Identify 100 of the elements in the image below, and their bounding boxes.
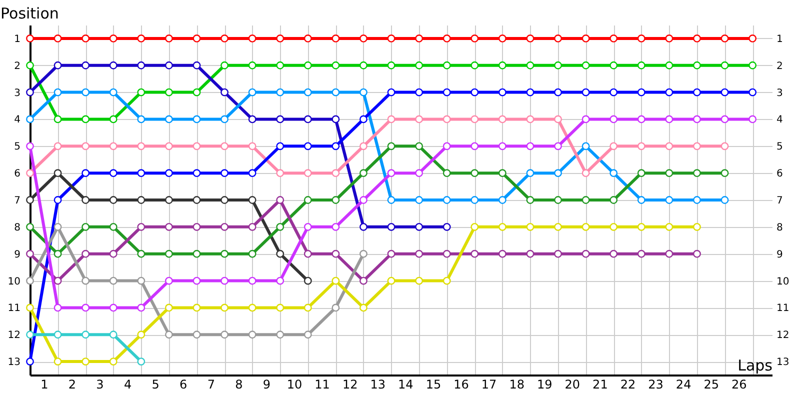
point [387, 142, 396, 150]
point [610, 250, 618, 258]
point [470, 196, 479, 204]
point [693, 115, 701, 124]
point [26, 250, 34, 258]
x-tick-label: 25 [704, 378, 719, 392]
point [276, 61, 284, 70]
point [442, 34, 451, 42]
point [470, 169, 479, 178]
point [693, 88, 701, 96]
point [442, 142, 451, 150]
point [442, 169, 451, 178]
point [248, 196, 256, 204]
point [470, 61, 479, 70]
point [192, 169, 201, 178]
point [276, 276, 284, 285]
point [304, 330, 312, 339]
point [54, 304, 62, 312]
point [109, 169, 118, 178]
point [82, 142, 90, 150]
point [304, 222, 312, 231]
point [526, 142, 534, 150]
point [304, 34, 312, 42]
point [248, 88, 256, 96]
point [526, 61, 534, 70]
point [82, 222, 90, 231]
y-tick-label: 7 [14, 196, 20, 206]
point [526, 169, 534, 178]
point [582, 222, 590, 231]
point [387, 169, 396, 178]
point [220, 304, 228, 312]
point [637, 222, 646, 231]
point [387, 61, 396, 70]
point [26, 222, 34, 231]
point [415, 88, 424, 96]
point [693, 222, 701, 231]
point [637, 196, 646, 204]
point [554, 142, 562, 150]
point [665, 34, 674, 42]
point [54, 169, 62, 178]
point [109, 276, 118, 285]
point [387, 222, 396, 231]
point [360, 222, 368, 231]
point [220, 250, 228, 258]
y2-tick-label: 6 [776, 168, 783, 180]
point [610, 222, 618, 231]
point [82, 34, 90, 42]
point [526, 250, 534, 258]
point [693, 196, 701, 204]
point [748, 34, 756, 42]
point [610, 196, 618, 204]
point [164, 142, 173, 150]
point [360, 304, 368, 312]
point [164, 222, 173, 231]
point [248, 304, 256, 312]
y2-tick-label: 11 [776, 303, 790, 314]
point [470, 88, 479, 96]
point [720, 169, 729, 178]
point [415, 61, 424, 70]
y-tick-label: 13 [8, 357, 20, 368]
point [610, 115, 618, 124]
point [442, 250, 451, 258]
point [248, 142, 256, 150]
point [665, 196, 674, 204]
point [360, 169, 368, 178]
point [360, 196, 368, 204]
point [164, 88, 173, 96]
y2-tick-label: 3 [776, 88, 783, 99]
x-tick-label: 20 [564, 378, 580, 392]
point [748, 88, 756, 96]
point [54, 34, 62, 42]
point [54, 115, 62, 124]
point [248, 169, 256, 178]
point [498, 169, 506, 178]
point [192, 88, 201, 96]
point [54, 358, 62, 366]
point [137, 250, 146, 258]
point [109, 142, 118, 150]
x-tick-label: 13 [370, 378, 386, 392]
point [164, 250, 173, 258]
point [415, 169, 424, 178]
point [442, 196, 451, 204]
point [220, 276, 228, 285]
point [720, 88, 729, 96]
point [332, 250, 340, 258]
point [332, 88, 340, 96]
point [276, 115, 284, 124]
point [109, 88, 118, 96]
point [332, 276, 340, 285]
point [442, 276, 451, 285]
point [360, 61, 368, 70]
x-tick-label: 12 [342, 378, 358, 392]
point [415, 142, 424, 150]
point [220, 88, 228, 96]
point [82, 250, 90, 258]
point [470, 34, 479, 42]
point [332, 304, 340, 312]
point [26, 169, 34, 178]
point [415, 34, 424, 42]
point [137, 222, 146, 231]
